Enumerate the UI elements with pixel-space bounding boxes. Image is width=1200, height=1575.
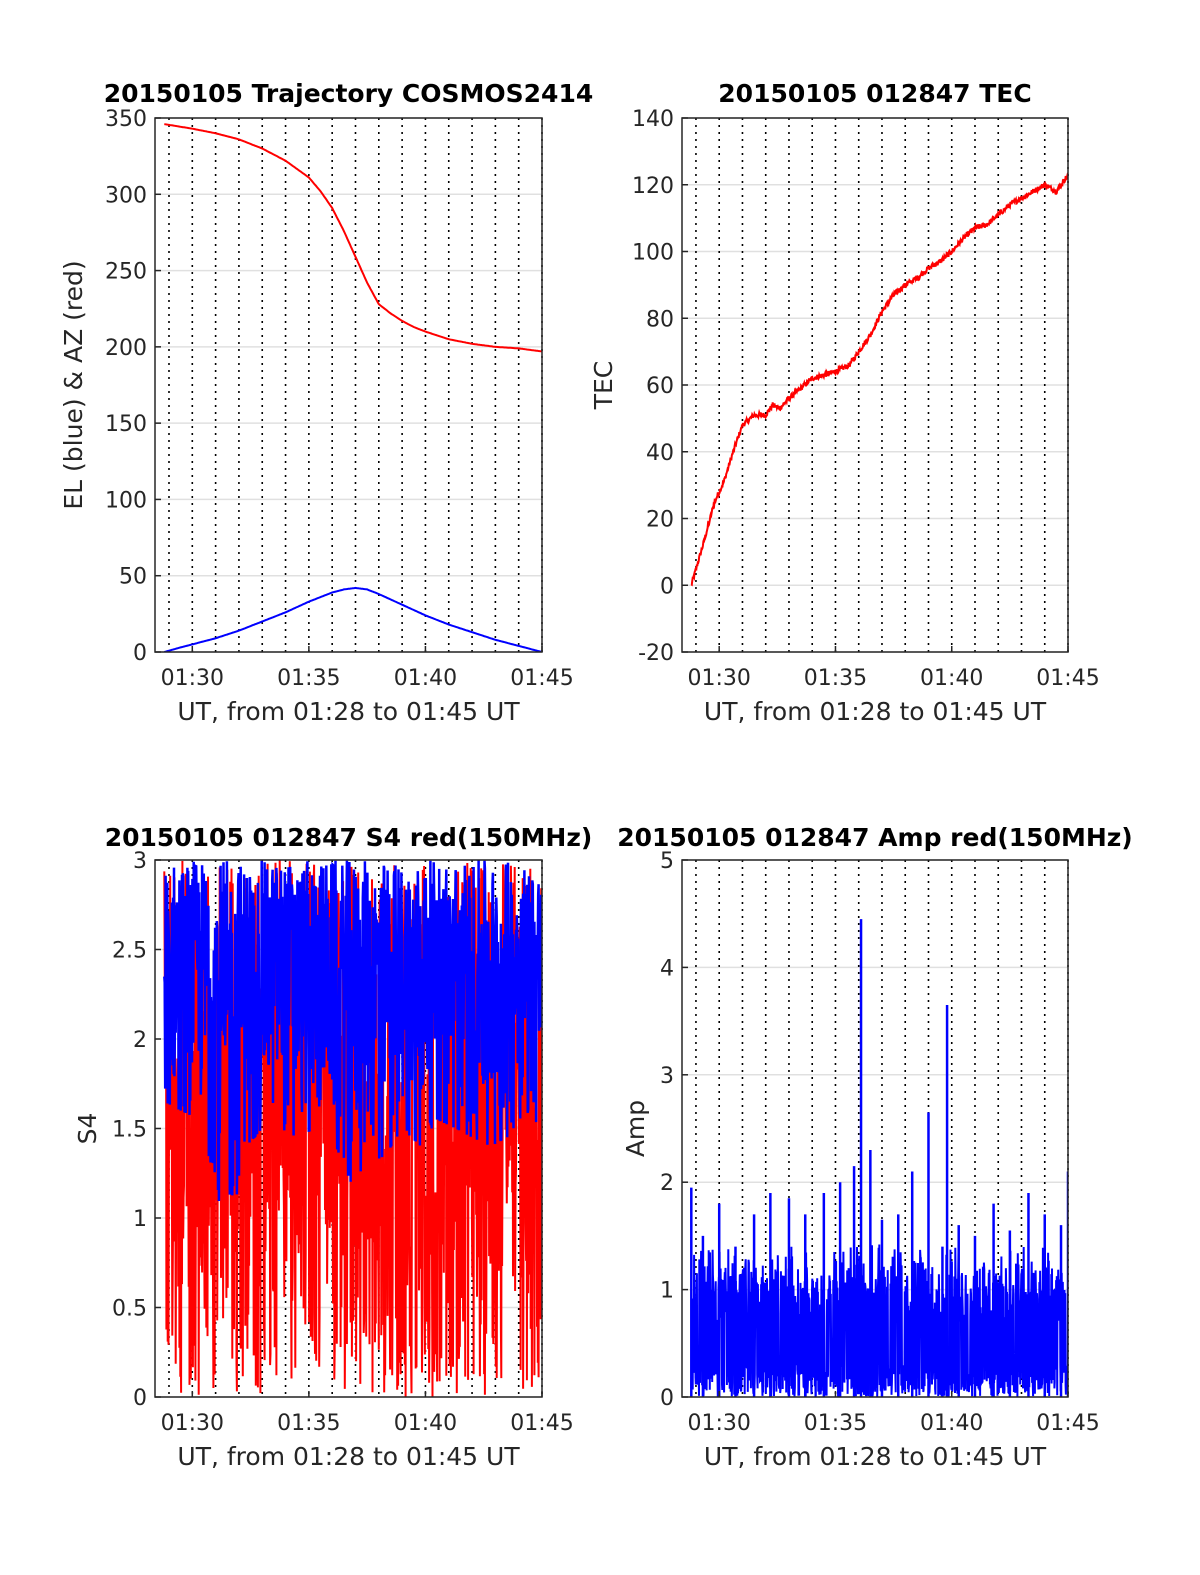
s4-ytick-label-4: 2 bbox=[133, 1028, 147, 1053]
amp-ytick-label-5: 5 bbox=[660, 849, 674, 874]
amp-xtick-label-2: 01:40 bbox=[920, 1411, 983, 1436]
amp-series-group bbox=[690, 919, 1068, 1397]
s4-xtick-label-3: 01:45 bbox=[510, 1411, 573, 1436]
tec-xtick-label-0: 01:30 bbox=[688, 666, 751, 691]
trajectory-ytick-label-7: 350 bbox=[105, 107, 147, 132]
s4-ytick-label-3: 1.5 bbox=[112, 1118, 147, 1143]
tec-ytick-label-5: 80 bbox=[646, 307, 674, 332]
tec-xlabel: UT, from 01:28 to 01:45 UT bbox=[704, 697, 1047, 726]
tec-ylabel: TEC bbox=[589, 361, 618, 411]
trajectory-panel: 0 50 100 150 200 250 300 350 01:30 01:35 01:40 01:4… bbox=[59, 79, 593, 726]
tec-ytick-label-2: 20 bbox=[646, 508, 674, 533]
amp-xlabel: UT, from 01:28 to 01:45 UT bbox=[704, 1442, 1047, 1471]
trajectory-ytick-label-3: 150 bbox=[105, 412, 147, 437]
tec-ytick-label-8: 140 bbox=[632, 107, 674, 132]
tec-title: 20150105 012847 TEC bbox=[718, 79, 1031, 108]
tec-ytick-label-0: -20 bbox=[638, 641, 674, 666]
s4-ytick-label-5: 2.5 bbox=[112, 939, 147, 964]
s4-series-1-trace bbox=[163, 860, 542, 1202]
s4-xtick-label-2: 01:40 bbox=[394, 1411, 457, 1436]
amp-ytick-label-1: 1 bbox=[660, 1279, 674, 1304]
amp-ytick-label-0: 0 bbox=[660, 1386, 674, 1411]
tec-series-0-line bbox=[690, 172, 1068, 587]
amp-xtick-label-3: 01:45 bbox=[1036, 1411, 1099, 1436]
trajectory-xtick-label-2: 01:40 bbox=[394, 666, 457, 691]
tec-xtick-label-2: 01:40 bbox=[920, 666, 983, 691]
s4-ytick-label-1: 0.5 bbox=[112, 1297, 147, 1322]
s4-ylabel: S4 bbox=[73, 1113, 102, 1145]
trajectory-ytick-label-0: 0 bbox=[133, 641, 147, 666]
trajectory-series-0-line bbox=[164, 123, 542, 353]
amp-ytick-label-3: 3 bbox=[660, 1064, 674, 1089]
tec-series-group bbox=[690, 172, 1068, 587]
amp-ytick-label-2: 2 bbox=[660, 1171, 674, 1196]
trajectory-series-1-line bbox=[164, 586, 542, 652]
s4-xtick-label-0: 01:30 bbox=[161, 1411, 224, 1436]
tec-xtick-label-1: 01:35 bbox=[804, 666, 867, 691]
trajectory-title: 20150105 Trajectory COSMOS2414 bbox=[104, 79, 594, 108]
trajectory-series-group bbox=[164, 123, 542, 652]
trajectory-ytick-label-5: 250 bbox=[105, 260, 147, 285]
tec-xtick-label-3: 01:45 bbox=[1036, 666, 1099, 691]
trajectory-ytick-label-6: 300 bbox=[105, 183, 147, 208]
trajectory-ytick-label-2: 100 bbox=[105, 488, 147, 513]
trajectory-xtick-label-3: 01:45 bbox=[510, 666, 573, 691]
tec-ytick-label-3: 40 bbox=[646, 441, 674, 466]
tec-ytick-label-1: 0 bbox=[660, 574, 674, 599]
tec-plot-area: -20 0 20 40 60 80 100 120 140 01:30 01:35 01:40 01:4… bbox=[632, 107, 1100, 691]
trajectory-xlabel: UT, from 01:28 to 01:45 UT bbox=[177, 697, 520, 726]
amp-series-0-trace bbox=[690, 1244, 1068, 1397]
amp-xtick-label-0: 01:30 bbox=[688, 1411, 751, 1436]
s4-ytick-label-0: 0 bbox=[133, 1386, 147, 1411]
s4-ytick-label-6: 3 bbox=[133, 849, 147, 874]
s4-xlabel: UT, from 01:28 to 01:45 UT bbox=[177, 1442, 520, 1471]
s4-title: 20150105 012847 S4 red(150MHz) bbox=[105, 823, 593, 852]
tec-ytick-label-7: 120 bbox=[632, 174, 674, 199]
tec-ytick-label-4: 60 bbox=[646, 374, 674, 399]
trajectory-xtick-label-1: 01:35 bbox=[277, 666, 340, 691]
tec-ytick-label-6: 100 bbox=[632, 241, 674, 266]
amp-ytick-label-4: 4 bbox=[660, 956, 674, 981]
amp-xtick-label-1: 01:35 bbox=[804, 1411, 867, 1436]
trajectory-ylabel: EL (blue) & AZ (red) bbox=[59, 260, 88, 509]
amp-ylabel: Amp bbox=[621, 1100, 650, 1157]
amp-panel: 0 1 2 3 4 5 01:30 01:35 01:40 01:45 20150105 0128… bbox=[617, 823, 1133, 1471]
trajectory-axes-box bbox=[154, 117, 543, 653]
s4-ytick-label-2: 1 bbox=[133, 1207, 147, 1232]
s4-series-group bbox=[163, 860, 542, 1397]
tec-panel: -20 0 20 40 60 80 100 120 140 01:30 01:35 01:40 01:4… bbox=[589, 79, 1100, 726]
s4-plot-area: 0 0.5 1 1.5 2 2.5 3 01:30 01:35 01:40 01:45 bbox=[112, 849, 574, 1436]
amp-plot-area: 0 1 2 3 4 5 01:30 01:35 01:40 01:45 bbox=[660, 849, 1100, 1436]
trajectory-xtick-label-0: 01:30 bbox=[161, 666, 224, 691]
s4-panel: 0 0.5 1 1.5 2 2.5 3 01:30 01:35 01:40 01:45 201501… bbox=[73, 823, 592, 1471]
amp-axes-box bbox=[681, 859, 1069, 1398]
trajectory-plot-area: 0 50 100 150 200 250 300 350 01:30 01:35 01:40 01:4… bbox=[105, 107, 574, 691]
trajectory-ytick-label-1: 50 bbox=[119, 565, 147, 590]
s4-xtick-label-1: 01:35 bbox=[277, 1411, 340, 1436]
amp-title: 20150105 012847 Amp red(150MHz) bbox=[617, 823, 1133, 852]
trajectory-ytick-label-4: 200 bbox=[105, 336, 147, 361]
